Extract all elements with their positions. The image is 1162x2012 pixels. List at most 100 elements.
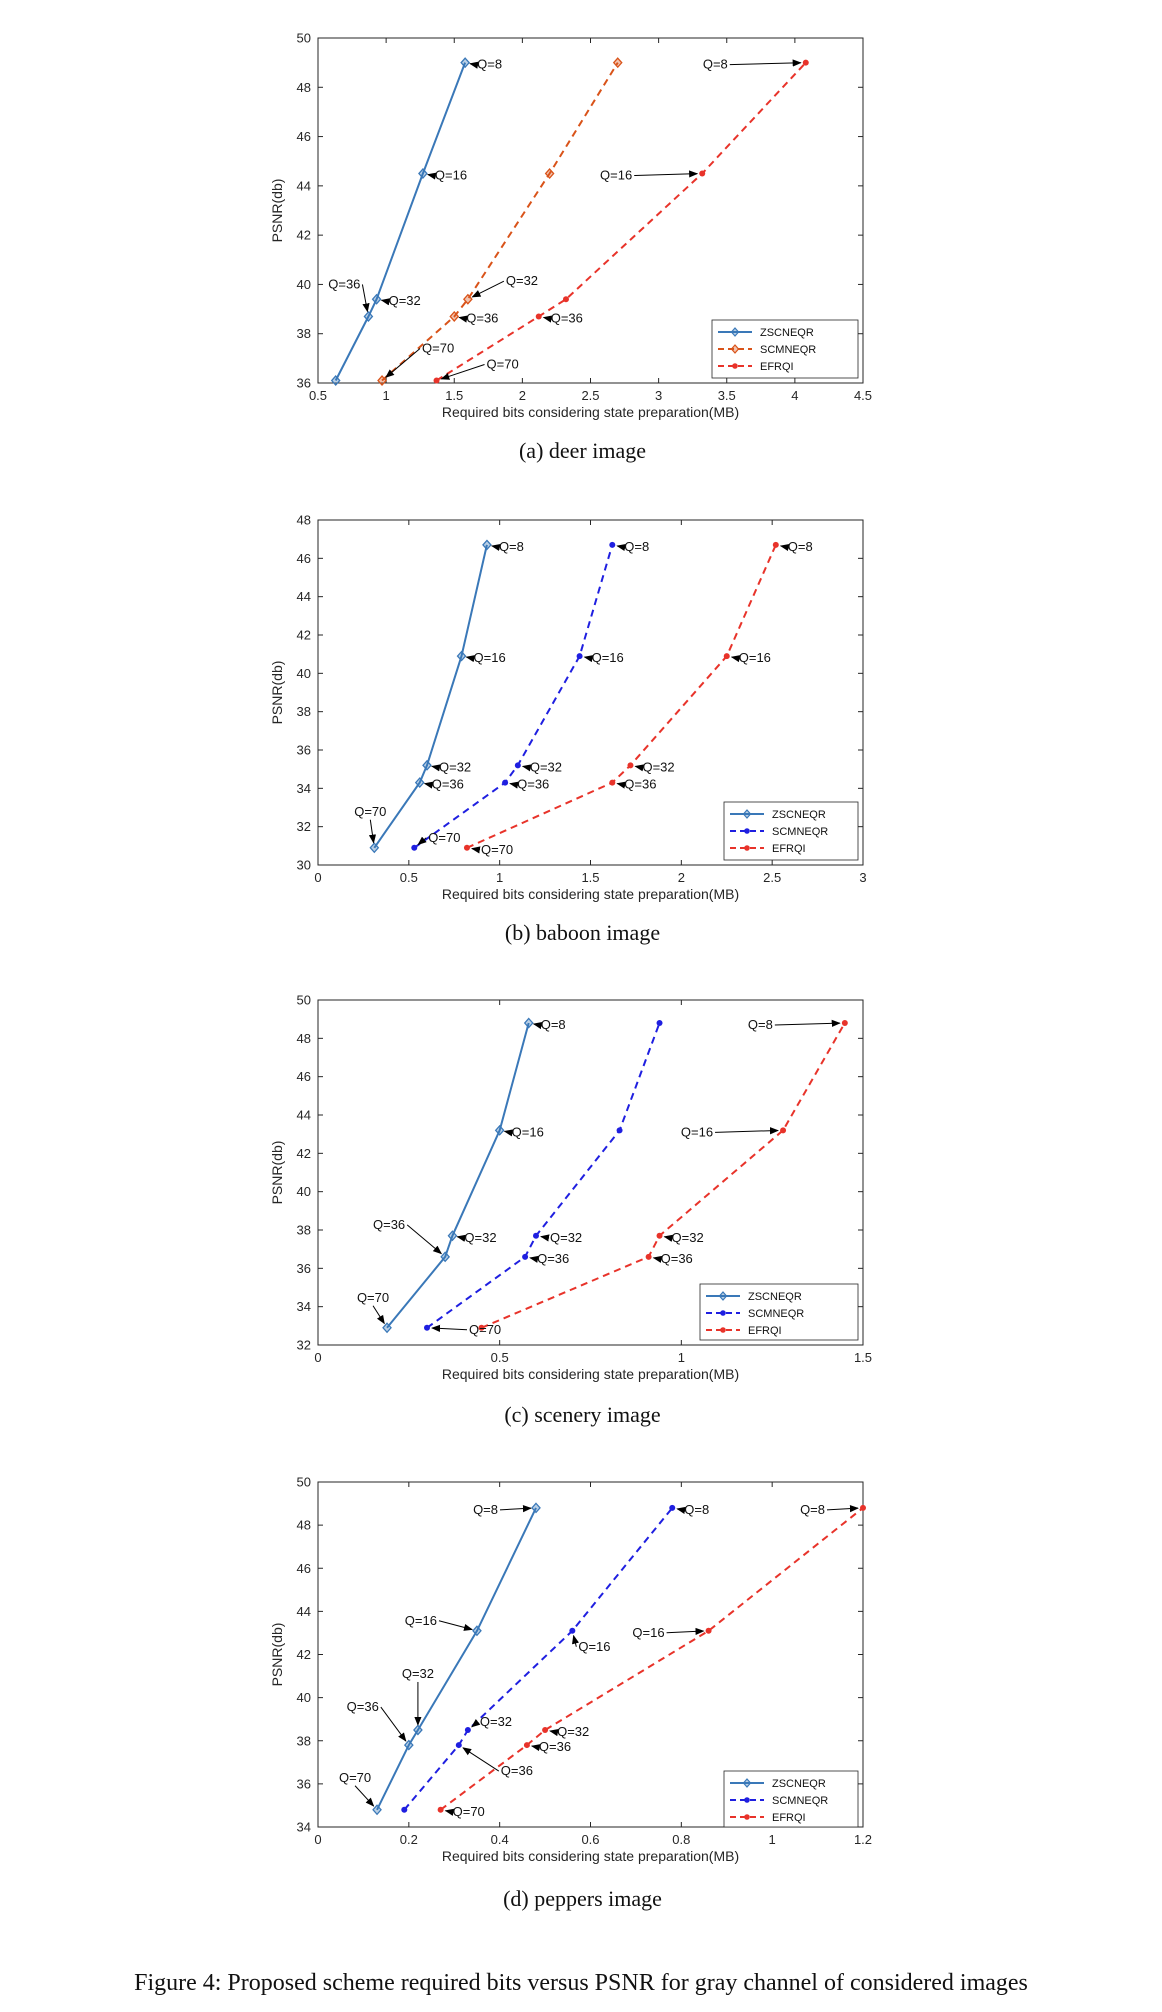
y-tick-label: 50 — [297, 1475, 311, 1490]
annotation-label: Q=32 — [402, 1666, 434, 1681]
x-tick-label: 0.2 — [400, 1832, 418, 1847]
y-tick-label: 48 — [297, 513, 311, 528]
legend: ZSCNEQR SCMNEQR EFRQI — [723, 1770, 859, 1828]
y-tick-label: 42 — [297, 628, 311, 643]
data-point — [403, 1739, 414, 1751]
data-point — [478, 1324, 485, 1331]
x-tick-label: 3 — [859, 870, 866, 885]
data-point — [569, 1627, 576, 1634]
x-tick-label: 1 — [496, 870, 503, 885]
x-axis-label: Required bits considering state preparat… — [442, 1848, 739, 1864]
annotation-label: Q=36 — [517, 777, 549, 792]
annotation-arrow — [469, 61, 479, 69]
data-point — [464, 1726, 471, 1733]
annotation-label: Q=16 — [600, 168, 632, 183]
y-tick-label: 40 — [297, 277, 311, 292]
data-point — [544, 168, 555, 180]
annotation-arrow — [532, 1022, 543, 1030]
chart-panel-1: 0 0.5 1 1.5 2 2.5 3 30 32 34 36 38 40 42 44 46 48 Require… — [269, 513, 867, 946]
annotation-label: Q=36 — [539, 1739, 571, 1754]
data-point — [363, 310, 374, 322]
annotation-arrow — [471, 280, 505, 298]
legend-entry: EFRQI — [748, 1325, 782, 1337]
y-tick-label: 36 — [297, 1776, 311, 1791]
data-point — [418, 168, 428, 180]
annotation-arrow — [542, 315, 553, 323]
x-tick-label: 0 — [314, 1350, 321, 1365]
annotation-label: Q=70 — [422, 341, 454, 356]
y-tick-label: 46 — [297, 1561, 311, 1576]
annotation-label: Q=16 — [435, 168, 467, 183]
data-point — [860, 1504, 866, 1511]
legend-marker — [720, 1310, 726, 1316]
annotation-arrow — [465, 655, 476, 663]
data-point — [656, 1020, 663, 1026]
annotation-arrow — [499, 1505, 532, 1513]
y-tick-label: 30 — [297, 858, 311, 873]
data-point — [841, 1020, 848, 1026]
x-tick-label: 3.5 — [718, 388, 736, 403]
x-tick-label: 2 — [678, 870, 685, 885]
annotation-label: Q=8 — [684, 1502, 709, 1517]
annotation-arrow — [380, 298, 391, 306]
legend-marker — [718, 1291, 728, 1301]
data-point — [414, 777, 425, 789]
annotation-arrow — [652, 1255, 663, 1263]
annotation-label: Q=36 — [537, 1251, 569, 1266]
data-point — [449, 310, 460, 322]
data-point — [523, 1017, 534, 1029]
annotation-arrow — [456, 1234, 466, 1242]
data-point — [440, 1251, 451, 1263]
annotation-arrow — [779, 543, 790, 552]
annotation-label: Q=70 — [339, 1770, 371, 1785]
annotation-label: Q=8 — [703, 57, 728, 72]
annotation-label: Q=8 — [800, 1502, 825, 1517]
y-axis-label: PSNR(db) — [269, 1623, 285, 1687]
annotation-arrow — [666, 1627, 705, 1636]
annotation-arrow — [471, 846, 481, 854]
panel-caption: (a) deer image — [519, 438, 646, 463]
annotation-label: Q=36 — [551, 310, 583, 325]
annotation-arrow — [572, 1634, 580, 1647]
annotation-arrow — [471, 1718, 481, 1728]
y-axis-label: PSNR(db) — [269, 661, 285, 725]
data-point — [494, 1124, 505, 1136]
data-point — [455, 1742, 462, 1749]
legend-marker — [742, 1778, 752, 1788]
annotation-label: Q=32 — [550, 1230, 582, 1245]
data-point — [576, 653, 583, 660]
x-axis-label: Required bits considering state preparat… — [442, 404, 739, 420]
x-tick-label: 0.5 — [309, 388, 327, 403]
x-tick-label: 1 — [383, 388, 390, 403]
annotation-label: Q=70 — [469, 1322, 501, 1337]
y-tick-label: 40 — [297, 666, 311, 681]
annotation-label: Q=36 — [466, 310, 498, 325]
data-point — [472, 1625, 482, 1637]
data-point — [437, 1806, 444, 1813]
annotation-arrow — [361, 284, 370, 313]
y-axis-label: PSNR(db) — [269, 1141, 285, 1205]
y-tick-label: 48 — [297, 80, 311, 95]
y-tick-label: 42 — [297, 1146, 311, 1161]
annotation-label: Q=32 — [389, 293, 421, 308]
data-point — [456, 650, 467, 662]
annotation-arrow — [730, 655, 741, 663]
data-point — [531, 1502, 541, 1514]
legend-marker — [720, 1327, 726, 1333]
annotation-label: Q=70 — [354, 804, 386, 819]
data-point — [627, 762, 634, 769]
y-tick-label: 48 — [297, 1518, 311, 1533]
annotation-arrow — [729, 59, 802, 67]
annotation-arrow — [438, 1620, 473, 1631]
legend-entry: ZSCNEQR — [772, 809, 826, 821]
annotation-label: Q=8 — [541, 1017, 566, 1032]
annotation-arrow — [458, 315, 468, 323]
data-point — [616, 1127, 623, 1134]
annotation-label: Q=70 — [481, 842, 513, 857]
y-tick-label: 42 — [297, 1647, 311, 1662]
annotation-label: Q=32 — [506, 273, 538, 288]
y-tick-label: 44 — [297, 589, 311, 604]
annotation-arrow — [431, 1324, 468, 1332]
data-point — [612, 57, 623, 69]
annotation-arrow — [440, 364, 485, 380]
